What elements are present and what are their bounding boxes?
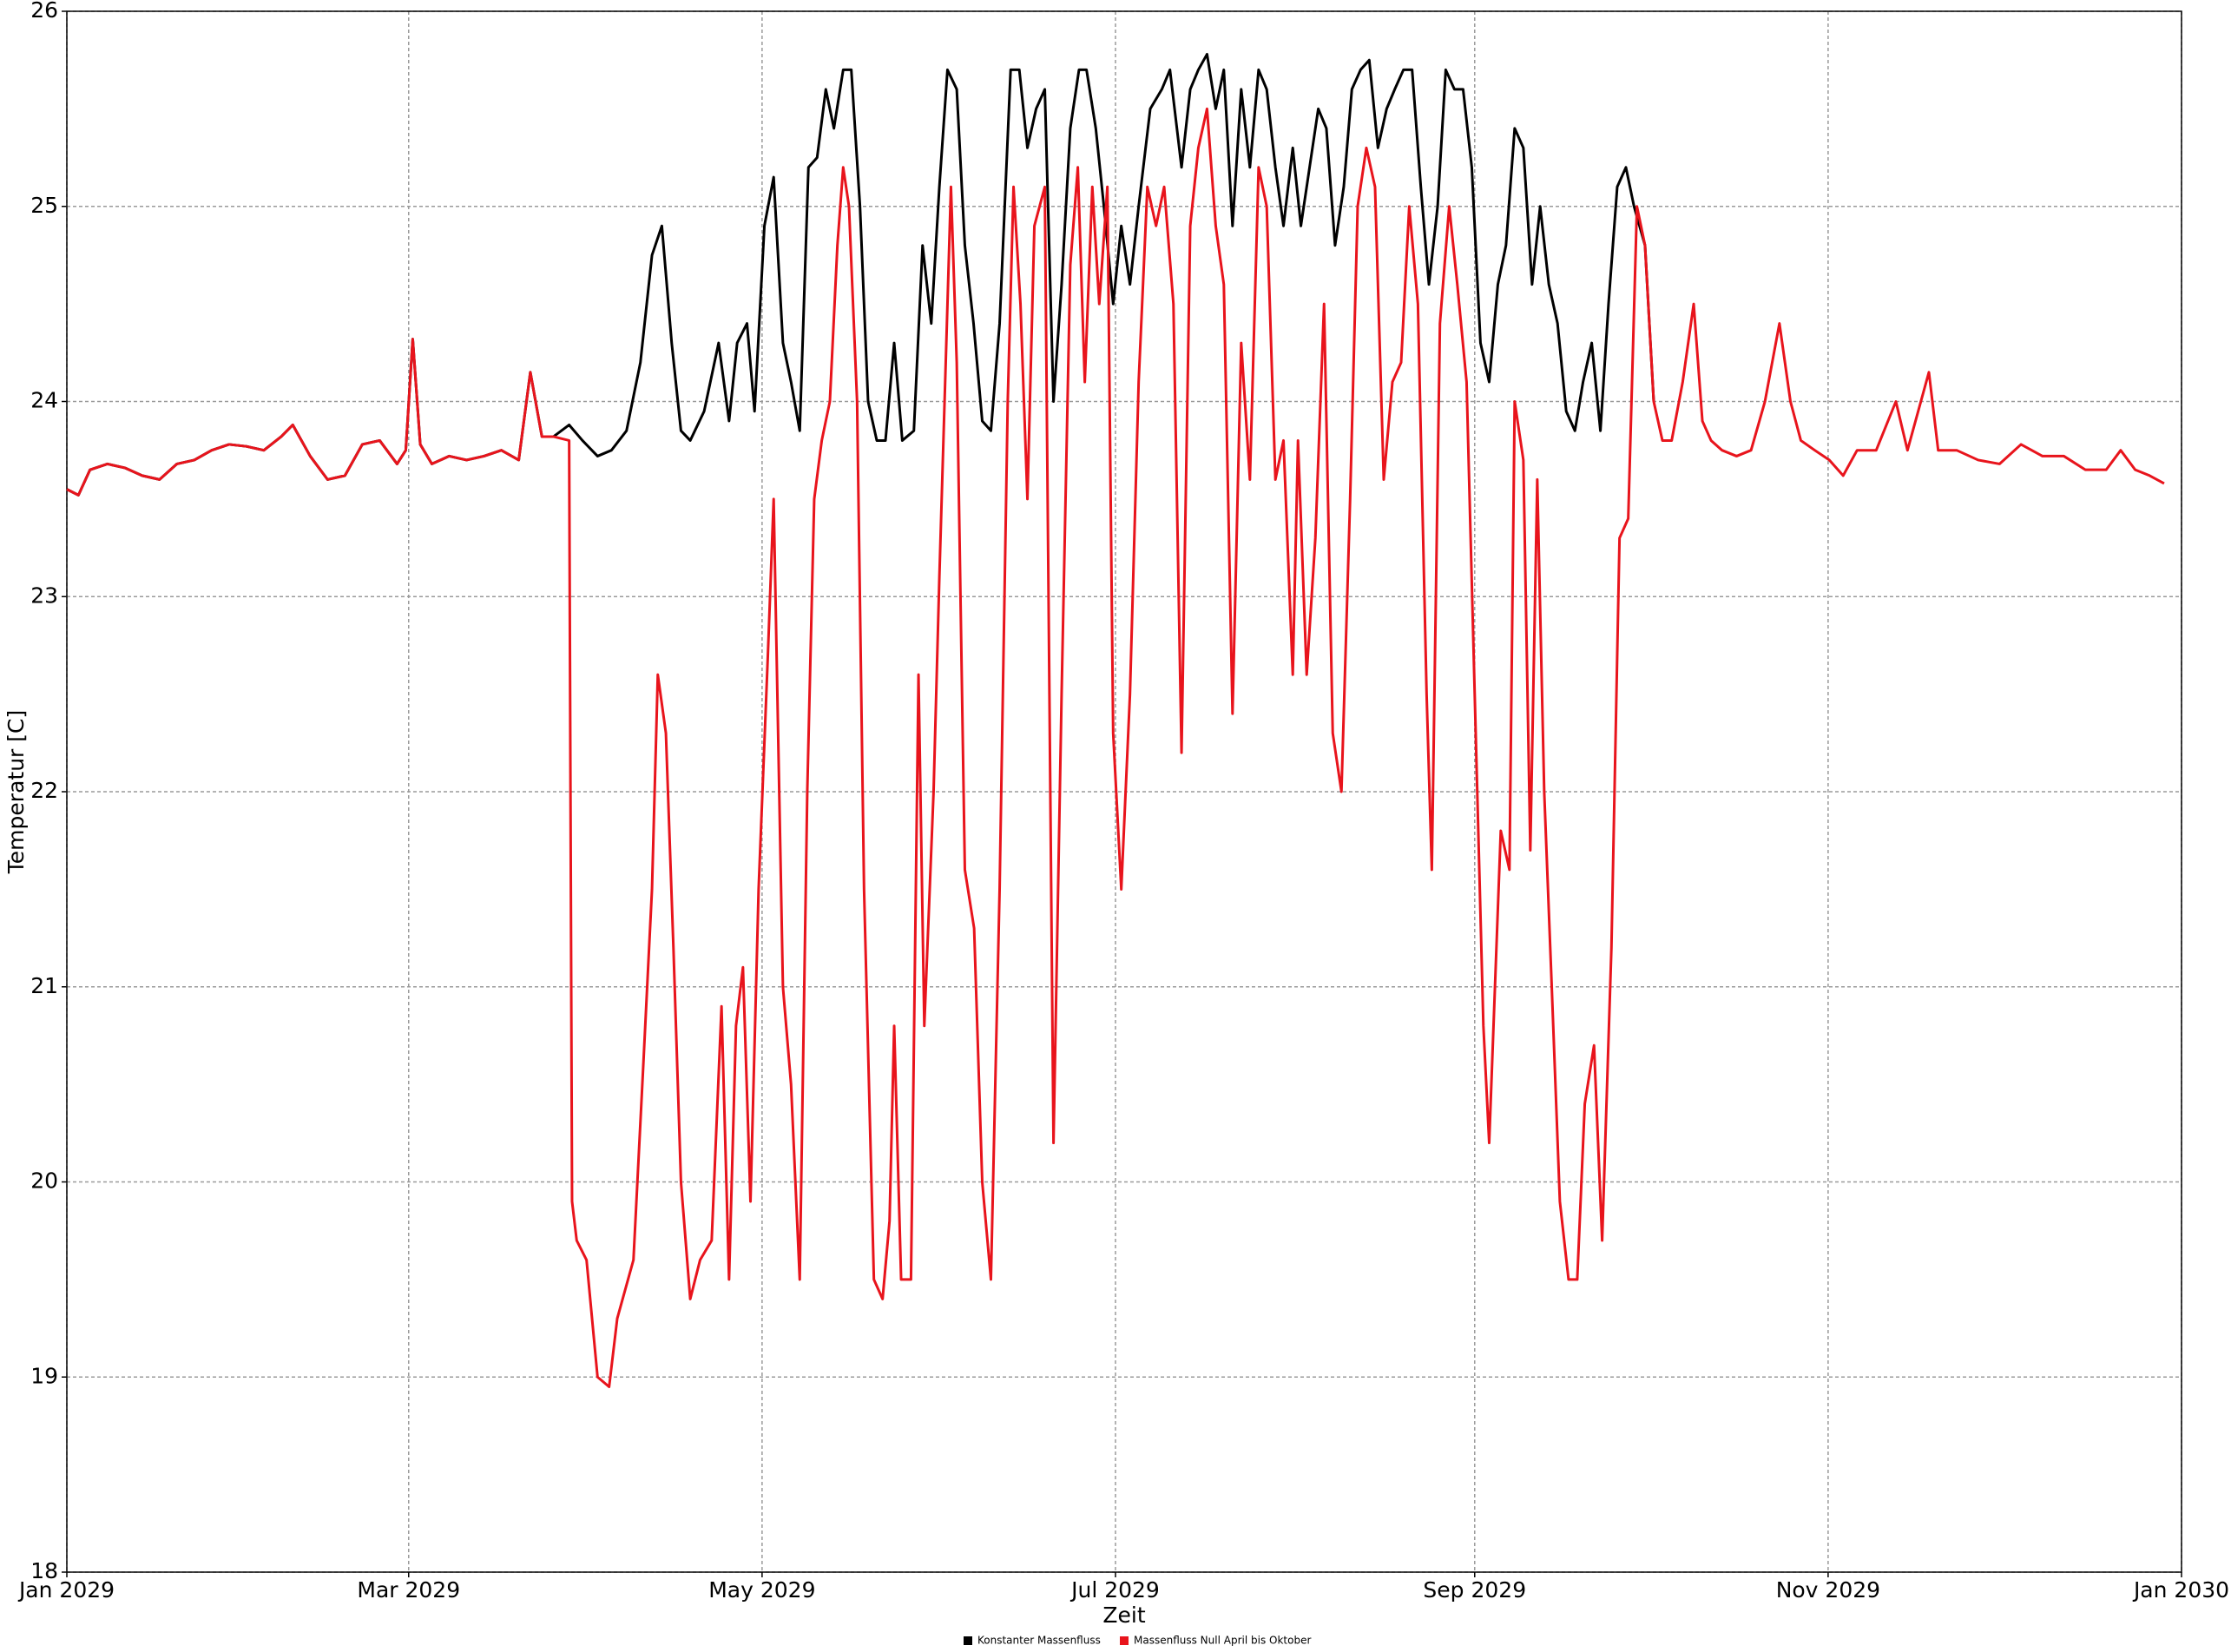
y-tick-label: 24 (30, 388, 58, 413)
y-tick-label: 25 (30, 193, 58, 218)
legend-label: Konstanter Massenfluss (977, 1635, 1101, 1647)
y-tick-label: 21 (30, 973, 58, 998)
x-tick-label: May 2029 (708, 1577, 815, 1603)
x-tick-label: Sep 2029 (1423, 1577, 1526, 1603)
data-line (66, 107, 2165, 1388)
y-axis-label: Temperatur [C] (3, 710, 29, 874)
x-axis-label: Zeit (1102, 1603, 1145, 1628)
legend-swatch (964, 1636, 972, 1645)
y-tick-label: 22 (30, 778, 58, 803)
legend-swatch (1120, 1636, 1129, 1645)
x-tick-label: Jul 2029 (1069, 1577, 1160, 1603)
y-tick-label: 18 (30, 1558, 58, 1583)
x-tick-label: Mar 2029 (357, 1577, 460, 1603)
plot-frame (66, 10, 2182, 1573)
y-tick-label: 23 (30, 582, 58, 608)
y-tick-label: 20 (30, 1168, 58, 1194)
y-tick-label: 26 (30, 0, 58, 23)
x-tick-label: Jan 2030 (2132, 1577, 2229, 1603)
y-tick-label: 19 (30, 1363, 58, 1388)
legend-label: Massenfluss Null April bis Oktober (1134, 1635, 1311, 1647)
x-tick-label: Jan 2029 (17, 1577, 115, 1603)
x-tick-label: Nov 2029 (1776, 1577, 1880, 1603)
